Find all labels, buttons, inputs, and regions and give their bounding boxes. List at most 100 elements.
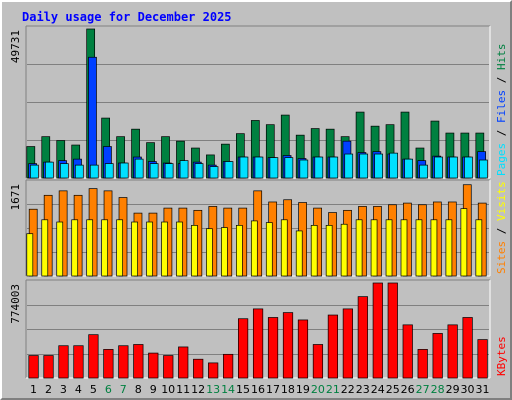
visits-bar (475, 219, 483, 277)
visits-bar (161, 221, 168, 277)
day-tick-label: 20 (311, 383, 325, 396)
pages-bar (404, 158, 413, 179)
visits-bar (460, 208, 468, 277)
visits-bar (340, 223, 348, 277)
pages-bar (479, 159, 488, 179)
hits-legend: Pages / Files / Hits (495, 44, 508, 177)
pages-bar (314, 156, 324, 179)
kbytes-bar (447, 324, 458, 379)
day-tick-label: 14 (221, 383, 235, 396)
visits-bar (250, 220, 258, 277)
kbytes-bar (252, 308, 264, 379)
kbytes-bar (88, 334, 99, 379)
kbytes-bar (387, 282, 398, 379)
chart-marks (26, 28, 488, 379)
day-tick-label: 13 (206, 383, 220, 396)
legend-hits: Hits (495, 44, 508, 71)
day-tick-label: 30 (461, 383, 475, 396)
kbytes-ymax-label: 774003 (9, 284, 22, 324)
kbytes-bar (462, 317, 473, 379)
kbytes-bar (43, 355, 54, 379)
kbytes-bar (267, 317, 279, 379)
visits-ymax-label: 1671 (9, 184, 22, 211)
pages-bar (254, 156, 264, 179)
visits-bar (26, 233, 34, 277)
day-tick-label: 16 (251, 383, 265, 396)
kbytes-bar (282, 312, 294, 379)
day-tick-label: 11 (176, 383, 190, 396)
kbytes-bar (118, 345, 129, 379)
pages-bar (329, 156, 339, 179)
pages-bar (464, 156, 473, 179)
day-tick-label: 3 (60, 383, 67, 396)
visits-bar (86, 219, 94, 277)
pages-bar (344, 153, 354, 179)
pages-bar (89, 164, 99, 179)
kbytes-bar (148, 352, 159, 379)
kbytes-bar (357, 296, 368, 379)
visits-bar (176, 221, 183, 277)
pages-bar (45, 161, 54, 179)
day-tick-label: 18 (281, 383, 295, 396)
day-tick-label: 9 (150, 383, 157, 396)
visits-bar (56, 221, 64, 277)
day-tick-label: 6 (105, 383, 112, 396)
kbytes-bar (193, 358, 204, 379)
files-bar (88, 56, 97, 179)
kbytes-bar (477, 339, 488, 379)
kbytes-bar (312, 344, 324, 379)
kbytes-bar (237, 318, 249, 379)
kbytes-bar (73, 345, 84, 379)
pages-bar (59, 163, 69, 179)
kbytes-bar (327, 314, 339, 379)
day-tick-label: 4 (75, 383, 82, 396)
day-tick-label: 8 (135, 383, 142, 396)
legend-sep: / (495, 70, 508, 90)
day-tick-label: 22 (341, 383, 355, 396)
day-tick-label: 15 (236, 383, 250, 396)
day-tick-label: 1 (30, 383, 37, 396)
visits-bar (445, 219, 453, 277)
day-tick-label: 21 (326, 383, 340, 396)
legend-visits: Visits (495, 181, 508, 221)
visits-bar (280, 219, 288, 277)
pages-bar (284, 157, 294, 179)
pages-bar (209, 166, 219, 179)
day-tick-label: 23 (356, 383, 370, 396)
kbytes-bar (178, 346, 189, 379)
pages-bar (179, 160, 189, 179)
kbytes-bar (342, 308, 353, 379)
day-tick-label: 28 (431, 383, 445, 396)
kbytes-bar (28, 355, 39, 379)
kbytes-bar (297, 319, 309, 379)
day-tick-label: 29 (446, 383, 460, 396)
pages-bar (224, 161, 234, 179)
visits-bar (400, 219, 408, 277)
chart-title: Daily usage for December 2025 (22, 10, 232, 24)
pages-bar (449, 156, 458, 179)
legend-sep: / (495, 123, 508, 143)
kbytes-bar (103, 349, 114, 379)
visits-bar (221, 227, 228, 277)
kbytes-bar (133, 344, 144, 379)
pages-bar (104, 163, 114, 179)
pages-bar (30, 164, 39, 179)
day-tick-label: 5 (90, 383, 97, 396)
pages-bar (119, 162, 129, 179)
visits-bar (116, 219, 123, 277)
pages-bar (239, 156, 249, 179)
pages-bar (164, 163, 174, 179)
legend-sites: Sites (495, 241, 508, 274)
hits-ymax-label: 49731 (9, 30, 22, 63)
visits-bar (310, 225, 318, 277)
day-tick-label: 25 (386, 383, 400, 396)
pages-bar (434, 156, 443, 179)
legend-kbytes: KBytes (495, 336, 508, 376)
kbytes-bar (417, 349, 428, 379)
visits-bar (295, 230, 303, 277)
visits-bar (206, 228, 213, 277)
day-tick-label: 24 (371, 383, 385, 396)
kbytes-bar (223, 353, 234, 379)
visits-bar (415, 219, 423, 277)
visits-bar (325, 225, 333, 277)
